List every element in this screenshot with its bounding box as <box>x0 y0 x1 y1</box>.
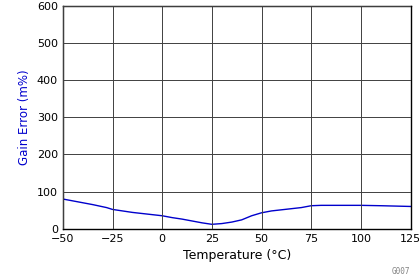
X-axis label: Temperature (°C): Temperature (°C) <box>183 249 291 262</box>
Text: G007: G007 <box>392 267 411 276</box>
Y-axis label: Gain Error (m%): Gain Error (m%) <box>18 69 31 165</box>
